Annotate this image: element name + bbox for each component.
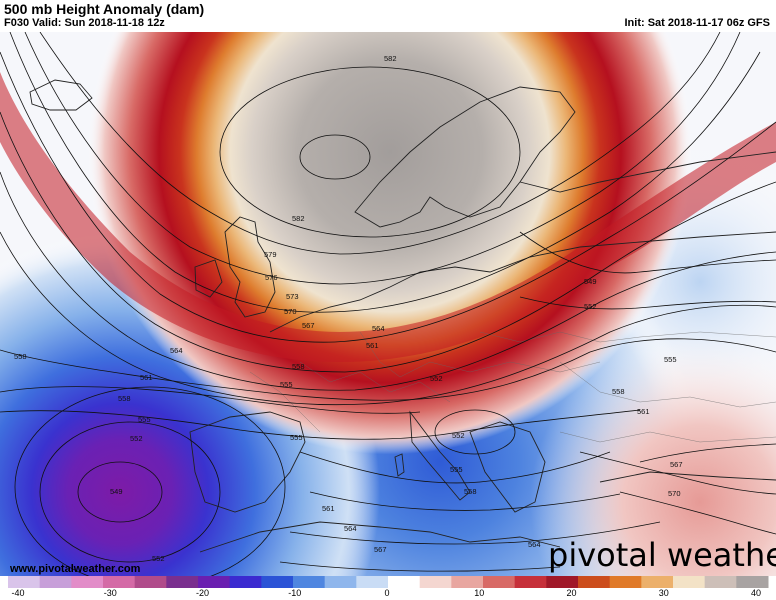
header: 500 mb Height Anomaly (dam) F030 Valid: …	[0, 0, 776, 32]
height-contours	[0, 32, 776, 576]
colorbar-cell	[261, 576, 294, 588]
colorbar-tick-label: -40	[11, 588, 25, 598]
map-canvas: 582 582 579 576 573 570 567 564 564 561 …	[0, 32, 776, 576]
colorbar-cell	[419, 576, 452, 588]
colorbar-cell	[293, 576, 326, 588]
contour-label: 561	[140, 373, 153, 382]
country-borders	[249, 331, 776, 443]
colorbar-cell	[673, 576, 706, 588]
colorbar-cell	[483, 576, 516, 588]
contour-label: 582	[292, 214, 305, 223]
contour-label: 567	[374, 545, 387, 554]
colorbar-cell	[514, 576, 547, 588]
contour-label: 567	[302, 321, 315, 330]
contour-label: 570	[668, 489, 681, 498]
colorbar-cell	[103, 576, 136, 588]
contour-label: 552	[452, 431, 465, 440]
colorbar-cell	[578, 576, 611, 588]
contour-label: 558	[292, 362, 305, 371]
contour-labels: 582 582 579 576 573 570 567 564 564 561 …	[14, 54, 683, 563]
colorbar-tick-label: -10	[288, 588, 302, 598]
colorbar-cell	[641, 576, 674, 588]
init-time: Init: Sat 2018-11-17 06z GFS	[624, 17, 770, 29]
colorbar-cell	[39, 576, 72, 588]
contour-label: 564	[344, 524, 357, 533]
contour-label: 555	[664, 355, 677, 364]
contour-label: 561	[322, 504, 335, 513]
contour-label: 579	[264, 250, 277, 259]
colorbar-tick-label: 0	[384, 588, 390, 598]
colorbar-cell	[451, 576, 484, 588]
contour-label: 555	[138, 415, 151, 424]
contour-label: 561	[637, 407, 650, 416]
colorbar-cell	[134, 576, 167, 588]
valid-time: F030 Valid: Sun 2018-11-18 12z	[4, 17, 165, 29]
contour-label: 576	[265, 273, 278, 282]
colorbar-cell	[546, 576, 579, 588]
colorbar-tick-label: -30	[103, 588, 117, 598]
colorbar-cell	[166, 576, 199, 588]
colorbar-tick-label: 10	[474, 588, 485, 598]
contour-label: 558	[14, 352, 27, 361]
colorbar-cell	[736, 576, 769, 588]
contour-label: 573	[286, 292, 299, 301]
contour-label: 552	[430, 374, 443, 383]
contour-label: 564	[170, 346, 183, 355]
contour-label: 549	[110, 487, 123, 496]
map-title: 500 mb Height Anomaly (dam)	[4, 1, 205, 17]
colorbar-cell	[388, 576, 421, 588]
contour-label: 570	[284, 307, 297, 316]
contour-label: 564	[528, 540, 541, 549]
colorbar-cell	[71, 576, 104, 588]
contour-label: 555	[280, 380, 293, 389]
colorbar-tick-label: -20	[195, 588, 210, 598]
contour-label: 555	[450, 465, 463, 474]
colorbar-cell	[229, 576, 262, 588]
colorbar-tick-label: 20	[566, 588, 577, 598]
coastlines	[29, 79, 776, 553]
contour-label: 567	[670, 460, 683, 469]
colorbar-cell	[609, 576, 642, 588]
contour-label: 558	[464, 487, 477, 496]
colorbar-tick-label: 40	[750, 588, 762, 598]
colorbar-tick-label: 30	[658, 588, 669, 598]
anomaly-colorbar	[8, 576, 769, 588]
contour-label: 558	[612, 387, 625, 396]
brand-logo: pivotal weather	[548, 536, 776, 574]
contour-label: 561	[366, 341, 379, 350]
contour-label: 555	[290, 433, 303, 442]
website-label: www.pivotalweather.com	[10, 563, 141, 575]
contour-label: 549	[584, 277, 597, 286]
contour-label: 552	[152, 554, 165, 563]
contour-label: 552	[130, 434, 143, 443]
contour-label: 552	[584, 302, 597, 311]
colorbar-cell	[356, 576, 389, 588]
colorbar-cell	[704, 576, 737, 588]
colorbar-cell	[324, 576, 357, 588]
colorbar-cell	[8, 576, 41, 588]
colorbar-cell	[198, 576, 231, 588]
contour-label: 582	[384, 54, 397, 63]
contour-label: 558	[118, 394, 131, 403]
height-anomaly-map: 582 582 579 576 573 570 567 564 564 561 …	[0, 32, 776, 576]
contour-label: 564	[372, 324, 385, 333]
